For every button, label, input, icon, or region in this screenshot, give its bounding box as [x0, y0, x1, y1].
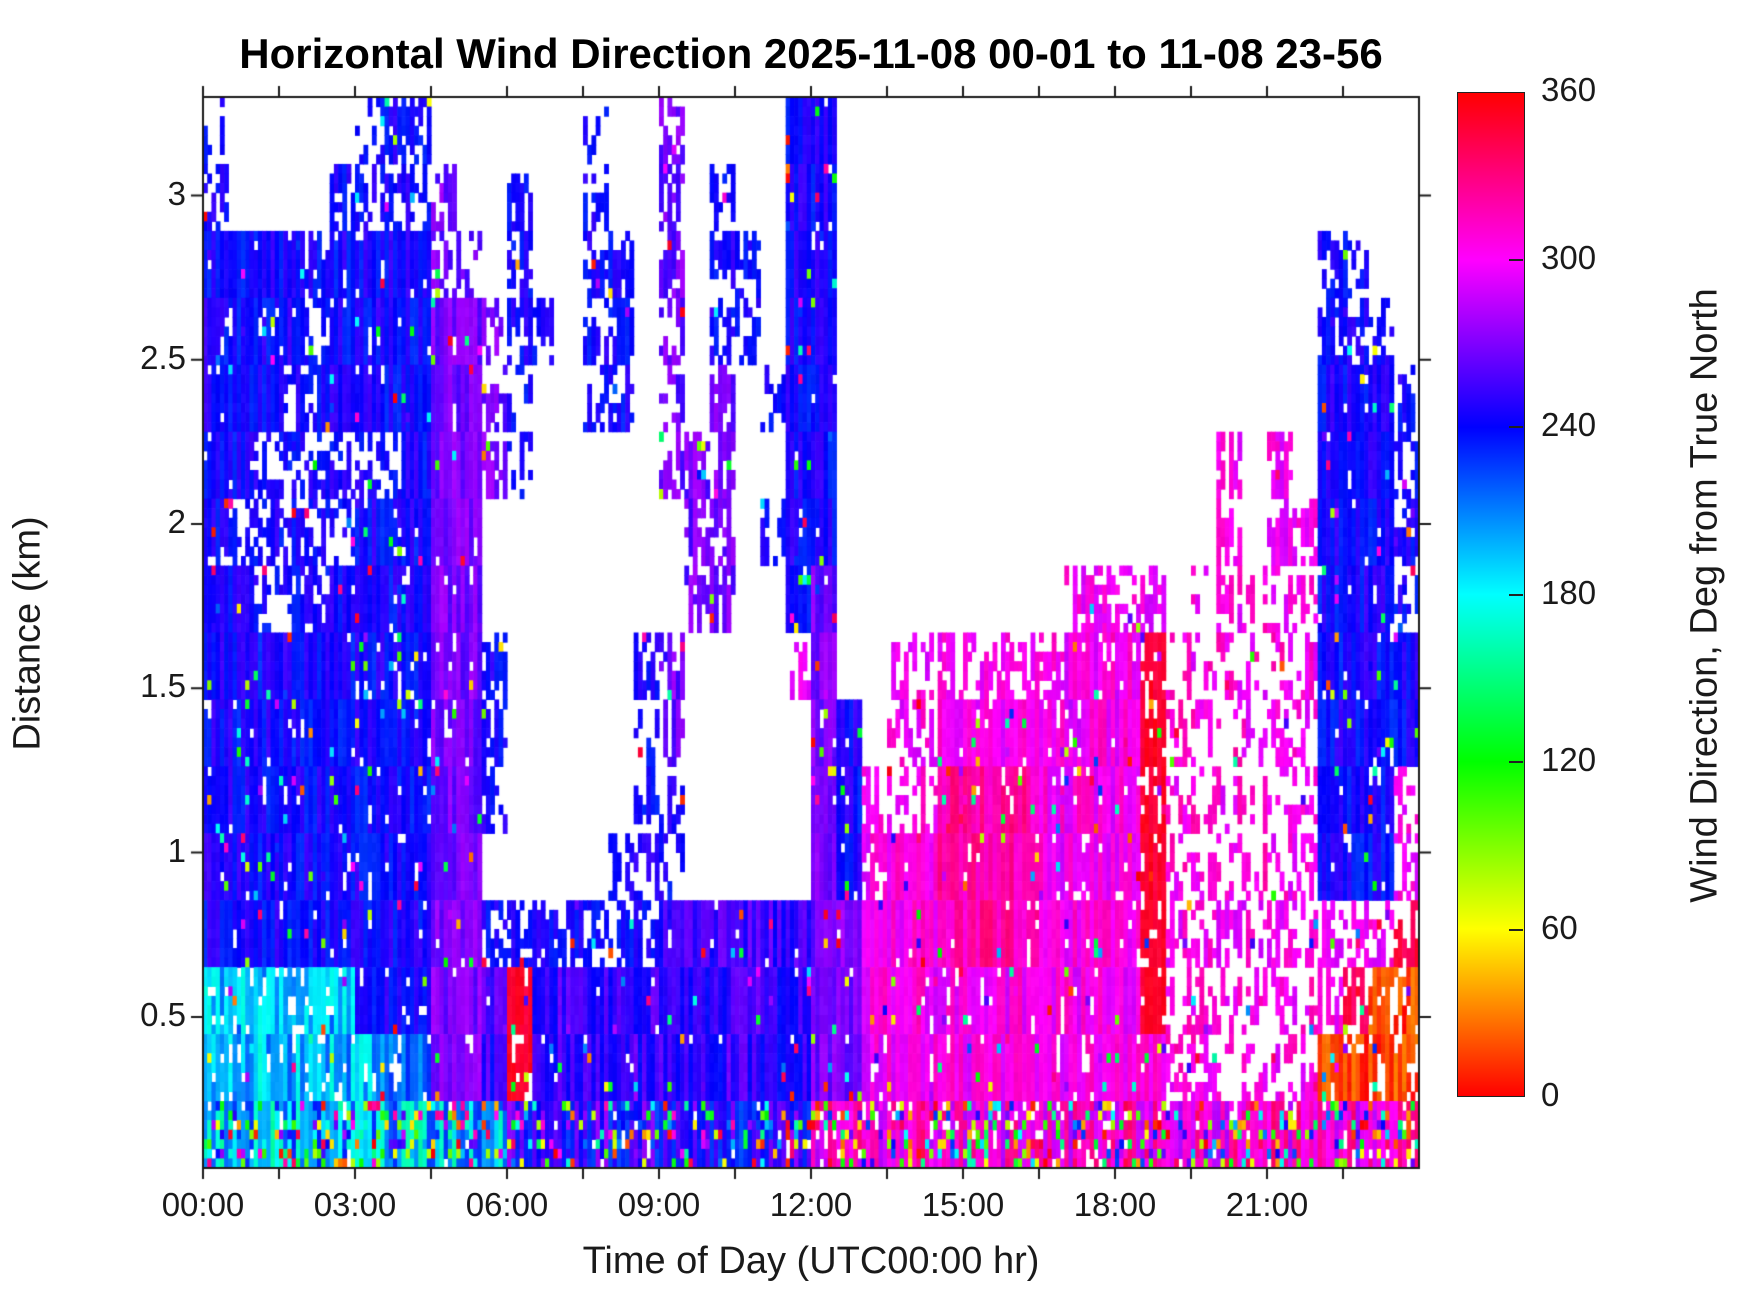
colorbar-tick-label: 240 [1541, 406, 1597, 443]
y-tick-label: 1.5 [140, 667, 186, 705]
colorbar-tick-label: 360 [1541, 71, 1597, 108]
colorbar-tick-label: 300 [1541, 238, 1597, 276]
colorbar-tick [1509, 761, 1523, 763]
y-tick-label: 2.5 [140, 338, 186, 376]
y-tick-label: 2 [167, 503, 186, 541]
y-axis-label: Distance (km) [6, 516, 49, 751]
x-tick-label: 15:00 [921, 1186, 1005, 1223]
colorbar-tick [1509, 258, 1523, 261]
y-tick-label: 0.5 [140, 995, 186, 1033]
colorbar-tick [1509, 928, 1523, 931]
x-tick-label: 12:00 [769, 1186, 853, 1223]
x-tick-label: 06:00 [465, 1186, 549, 1223]
x-tick-label: 18:00 [1073, 1186, 1157, 1223]
colorbar-tick-label: 180 [1541, 573, 1597, 611]
chart-title: Horizontal Wind Direction 2025-11-08 00-… [239, 30, 1383, 77]
colorbar-tick-label: 120 [1541, 741, 1597, 778]
colorbar-tick-label: 60 [1541, 908, 1578, 946]
y-tick-label: 1 [167, 831, 186, 869]
colorbar-label: Wind Direction, Deg from True North [1683, 288, 1726, 903]
x-tick-label: 09:00 [617, 1186, 701, 1223]
colorbar-tick [1509, 593, 1523, 596]
x-tick-label: 00:00 [161, 1186, 245, 1223]
y-tick-label: 3 [167, 174, 186, 212]
x-tick-label: 21:00 [1225, 1186, 1309, 1223]
x-tick-label: 03:00 [313, 1186, 397, 1223]
x-axis-label: Time of Day (UTC00:00 hr) [582, 1240, 1040, 1282]
colorbar-tick [1509, 426, 1523, 428]
colorbar-tick-label: 0 [1541, 1076, 1560, 1113]
